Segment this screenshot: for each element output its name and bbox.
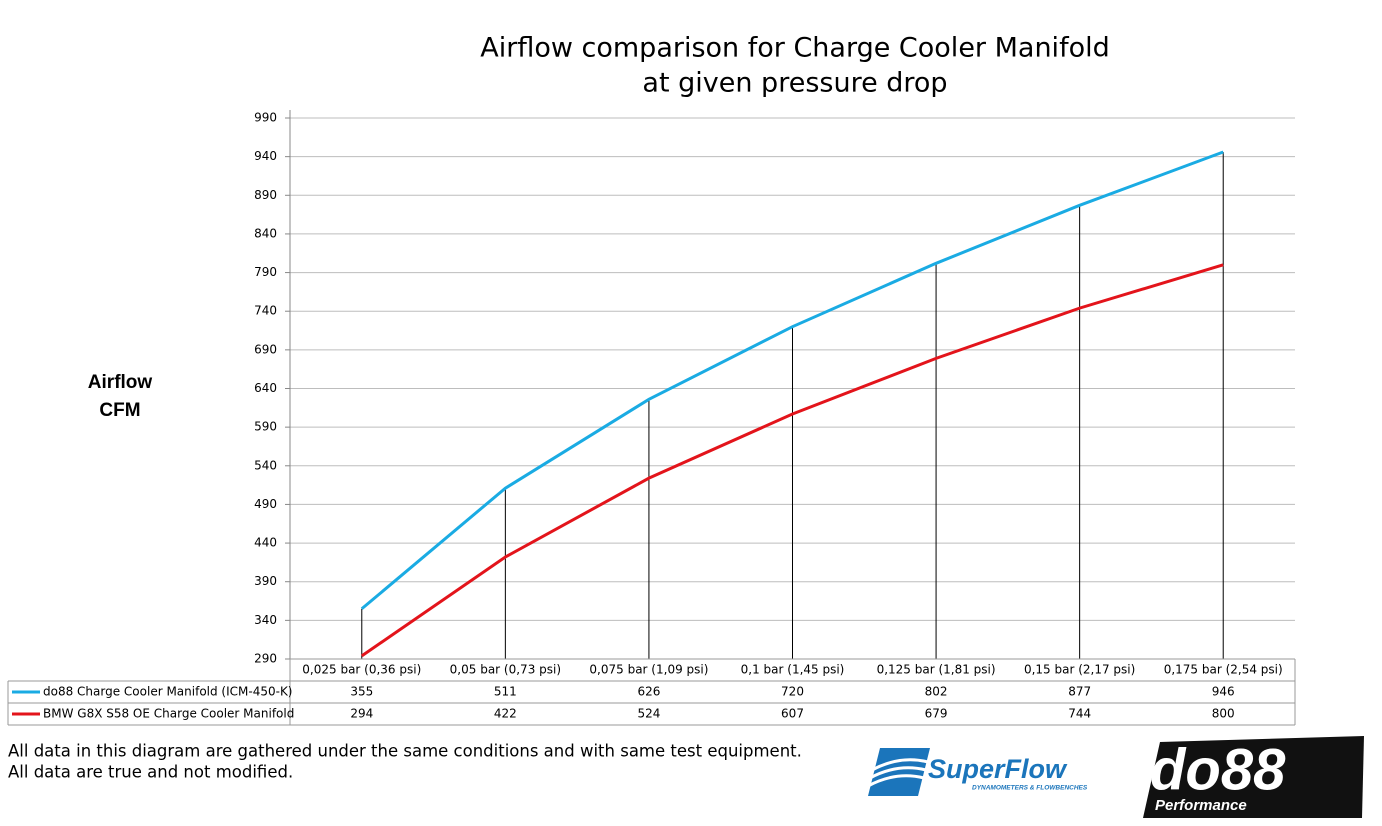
logo-shape (1143, 736, 1364, 818)
series-line (360, 150, 1224, 610)
y-tick-label: 690 (254, 342, 277, 356)
x-tick-label: 0,025 bar (0,36 psi) (302, 663, 421, 677)
table-value: 294 (350, 707, 373, 721)
logo-text: SuperFlow (928, 754, 1068, 784)
y-tick-label: 640 (254, 381, 277, 395)
y-axis-label: CFM (99, 400, 140, 421)
logo-shape (868, 748, 930, 796)
table-value: 422 (494, 707, 517, 721)
x-tick-label: 0,05 bar (0,73 psi) (450, 663, 561, 677)
y-tick-label: 890 (254, 188, 277, 202)
table-value: 720 (781, 685, 804, 699)
x-tick-label: 0,1 bar (1,45 psi) (741, 663, 845, 677)
table-value: 524 (637, 707, 660, 721)
table-value: 355 (350, 685, 373, 699)
x-tick-label: 0,175 bar (2,54 psi) (1164, 663, 1283, 677)
y-tick-label: 540 (254, 458, 277, 472)
table-value: 800 (1212, 707, 1235, 721)
y-axis-label: Airflow (88, 372, 153, 393)
table-value: 946 (1212, 685, 1235, 699)
y-tick-label: 390 (254, 574, 277, 588)
y-tick-label: 340 (254, 613, 277, 627)
x-tick-label: 0,125 bar (1,81 psi) (877, 663, 996, 677)
table-value: 607 (781, 707, 804, 721)
chart-title: at given pressure drop (642, 68, 947, 99)
y-tick-label: 990 (254, 111, 277, 125)
table-value: 802 (925, 685, 948, 699)
x-tick-label: 0,075 bar (1,09 psi) (589, 663, 708, 677)
logo-text: do88 (1150, 737, 1286, 802)
table-value: 511 (494, 685, 517, 699)
chart-title: Airflow comparison for Charge Cooler Man… (480, 33, 1109, 64)
series-line (360, 263, 1224, 658)
x-tick-label: 0,15 bar (2,17 psi) (1024, 663, 1135, 677)
table-value: 744 (1068, 707, 1091, 721)
y-tick-label: 490 (254, 497, 277, 511)
y-tick-label: 740 (254, 304, 277, 318)
y-tick-label: 790 (254, 265, 277, 279)
y-tick-label: 290 (254, 652, 277, 666)
superflow-logo: SuperFlow DYNAMOMETERS & FLOWBENCHES (867, 748, 1088, 796)
y-tick-label: 440 (254, 536, 277, 550)
y-tick-label: 590 (254, 420, 277, 434)
y-tick-label: 940 (254, 149, 277, 163)
logo-text: DYNAMOMETERS & FLOWBENCHES (972, 785, 1088, 792)
footer-note: All data are true and not modified. (8, 763, 293, 782)
logo-shape (867, 758, 929, 788)
logo-text: Performance (1155, 797, 1247, 814)
table-value: 877 (1068, 685, 1091, 699)
y-tick-label: 840 (254, 226, 277, 240)
legend-label: do88 Charge Cooler Manifold (ICM-450-K) (43, 685, 293, 699)
table-value: 626 (637, 685, 660, 699)
table-value: 679 (925, 707, 948, 721)
footer-note: All data in this diagram are gathered un… (8, 742, 802, 761)
legend-label: BMW G8X S58 OE Charge Cooler Manifold (43, 707, 294, 721)
do88-logo: do88 Performance (1143, 736, 1364, 818)
